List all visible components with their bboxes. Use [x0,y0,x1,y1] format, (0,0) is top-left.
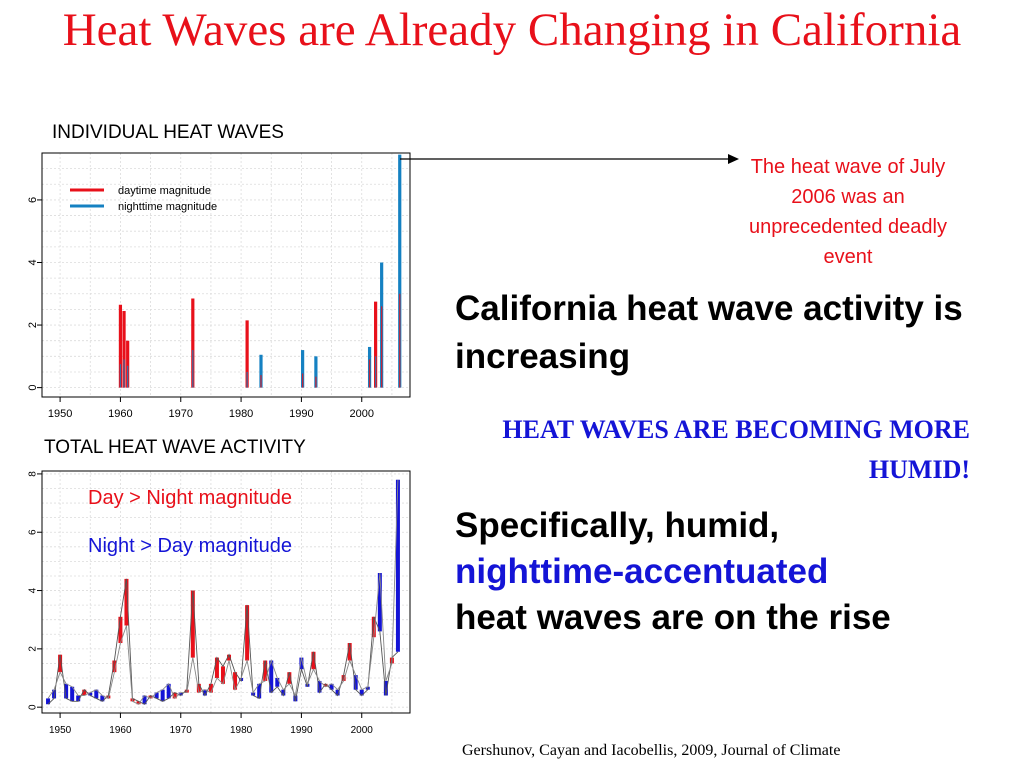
citation: Gershunov, Cayan and Iacobellis, 2009, J… [462,742,841,759]
chart2-y-tick-label: 6 [28,529,39,535]
chart1-x-tick-label: 1990 [289,408,313,420]
slide-title: Heat Waves are Already Changing in Calif… [62,4,962,56]
chart2-legend-night: Night > Day magnitude [88,535,293,557]
chart2-night-line [47,479,399,705]
chart2-y-tick-label: 0 [28,704,39,710]
chart2-x-tick-label: 2000 [351,725,374,736]
point2-rest: heat waves are on the rise [455,598,891,637]
chart1-legend-day-label: daytime magnitude [118,185,211,197]
chart1-x-tick-label: 1950 [48,408,72,420]
chart2-title: TOTAL HEAT WAVE ACTIVITY [44,437,306,458]
chart2-y-tick-label: 4 [28,587,39,593]
chart1-title: INDIVIDUAL HEAT WAVES [52,122,284,143]
chart1-legend-night-label: nighttime magnitude [118,201,217,213]
chart1-y-tick-label: 0 [27,385,39,391]
chart2-x-tick-label: 1970 [170,725,193,736]
point2-line-1: Specifically, humid, [455,506,780,545]
chart2-y-tick-label: 2 [28,646,39,652]
chart2-x-tick-label: 1950 [49,725,72,736]
point-humid-nighttime: Specifically, humid, nighttime-accentuat… [455,503,975,641]
chart2-y-tick-label: 8 [28,471,39,477]
chart1-x-tick-label: 2000 [349,408,373,420]
chart1-x-tick-label: 1960 [108,408,132,420]
callout-arrow [400,154,739,164]
point2-highlight: nighttime-accentuated [455,552,829,591]
individual-heat-waves-chart: 1950 1960 1970 1980 1990 2000 0 2 4 6 daytime magn… [27,152,411,420]
callout-arrow-head [728,154,739,164]
humid-banner: HEAT WAVES ARE BECOMING MORE HUMID! [502,415,970,484]
chart2-legend-day: Day > Night magnitude [88,487,293,509]
chart2-x-tick-label: 1980 [230,725,253,736]
chart1-y-tick-label: 2 [27,322,39,328]
chart2-x-tick-label: 1960 [109,725,132,736]
chart1-x-tick-label: 1980 [229,408,253,420]
chart2-x-tick-label: 1990 [290,725,313,736]
callout-text: The heat wave of July 2006 was an unprec… [749,156,947,268]
chart1-y-tick-label: 4 [27,259,39,265]
chart1-x-tick-label: 1970 [169,408,193,420]
chart1-y-tick-label: 6 [27,197,39,203]
chart2-day-line [47,578,399,705]
chart2-frame [41,470,411,714]
point-heat-wave-increasing: California heat wave activity is increas… [455,289,963,376]
chart1-frame [41,152,411,398]
total-heat-wave-activity-chart: 1950 1960 1970 1980 1990 2000 0 2 4 6 8 [28,470,411,736]
